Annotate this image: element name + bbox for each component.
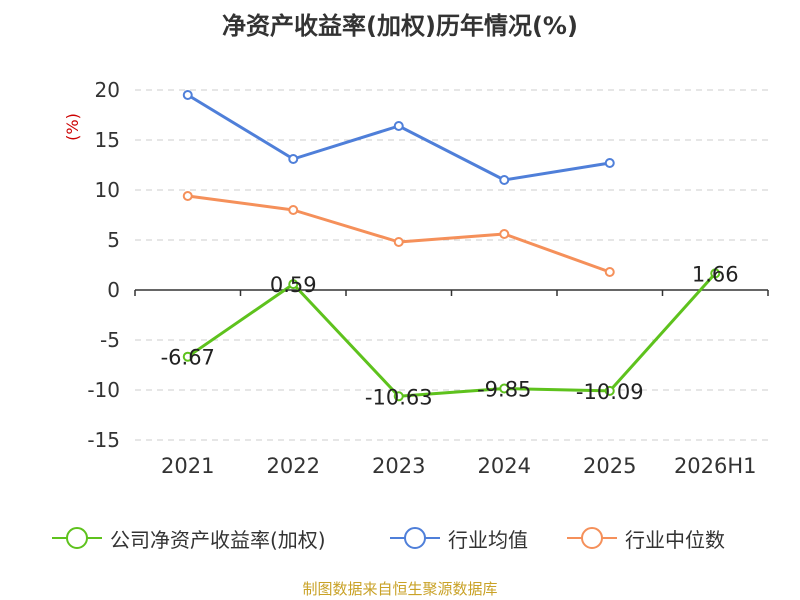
legend-marker-icon [567, 527, 617, 549]
y-tick-label: -5 [100, 328, 120, 352]
legend-item: 行业中位数 [567, 520, 725, 556]
data-point [604, 385, 615, 396]
legend-item: 行业均值 [390, 520, 528, 556]
x-tick-label: 2025 [583, 454, 636, 478]
data-label: -9.85 [477, 378, 531, 402]
x-tick-label: 2022 [267, 454, 320, 478]
y-tick-label: 0 [107, 278, 120, 302]
axes: 20 15 10 5 0 -5 -10 -15 (%) 2021 2022 2023 2024 2025 2… [63, 78, 769, 478]
grid-lines [135, 89, 768, 441]
x-tick-label: 2023 [372, 454, 425, 478]
data-label: -10.09 [576, 380, 644, 404]
legend-label: 公司净资产收益率(加权) [110, 527, 326, 552]
data-label: 1.66 [692, 262, 739, 286]
data-point [288, 154, 299, 164]
data-point [393, 391, 404, 402]
y-tick-label: 10 [95, 178, 120, 202]
data-point [499, 383, 510, 394]
series-line [187, 194, 611, 274]
source-note: 制图数据来自恒生聚源数据库 [302, 580, 498, 598]
legend-marker-icon [390, 527, 440, 549]
data-point [604, 158, 615, 168]
data-point [710, 268, 721, 279]
series-line [187, 93, 611, 182]
data-point [499, 175, 510, 185]
data-label: 0.59 [270, 273, 317, 297]
series-lines [182, 90, 721, 402]
legend-item: 公司净资产收益率(加权) [52, 520, 326, 556]
data-point [182, 90, 193, 100]
data-point [182, 191, 193, 201]
data-label: -10.63 [365, 385, 433, 409]
y-tick-label: 5 [107, 228, 120, 252]
data-point [499, 229, 510, 239]
data-point [393, 121, 404, 131]
y-tick-label: 20 [95, 78, 120, 102]
y-tick-label: -15 [87, 428, 120, 452]
x-tick-label: 2024 [478, 454, 531, 478]
data-point [288, 279, 299, 290]
y-axis-unit-label: (%) [63, 113, 82, 141]
data-point [288, 205, 299, 215]
y-tick-label: -10 [87, 378, 120, 402]
series-line [186, 272, 717, 398]
data-point [393, 237, 404, 247]
legend: 公司净资产收益率(加权) 行业均值 行业中位数 [0, 520, 800, 556]
x-tick-label: 2021 [161, 454, 214, 478]
data-point [604, 267, 615, 277]
y-tick-label: 15 [95, 128, 120, 152]
legend-label: 行业均值 [448, 527, 528, 552]
data-labels: -6.67 0.59 -10.63 -9.85 -10.09 1.66 [161, 262, 739, 409]
legend-marker-icon [52, 527, 102, 549]
data-point [182, 351, 193, 362]
chart-title: 净资产收益率(加权)历年情况(%) [222, 12, 578, 40]
legend-label: 行业中位数 [625, 527, 725, 552]
data-label: -6.67 [161, 346, 215, 370]
x-tick-label: 2026H1 [674, 454, 757, 478]
